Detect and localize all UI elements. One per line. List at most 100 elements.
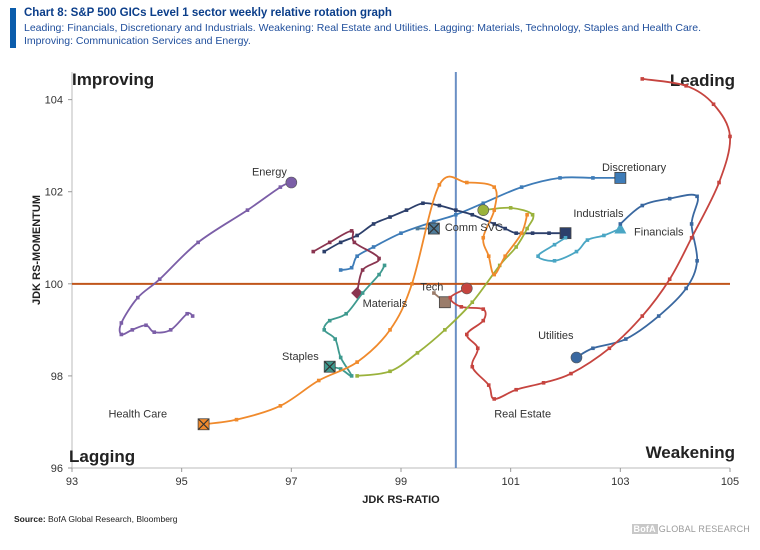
head-marker-energy [285, 176, 298, 189]
trail-point-real-estate [459, 305, 464, 309]
trail-point-health-care [410, 282, 414, 286]
series-label-utilities: Utilities [538, 330, 574, 342]
brand-box: BofA [631, 524, 658, 534]
trail-point-real-estate [492, 397, 497, 401]
brand-logo: BofA GLOBAL RESEARCH [631, 524, 751, 534]
trail-point-real-estate [481, 318, 486, 323]
trail-point-health-care [503, 254, 507, 258]
trail-point-utilities [618, 222, 623, 226]
y-tick-label: 100 [45, 279, 63, 291]
trail-point-energy [119, 332, 124, 337]
trail-point-real-estate [481, 307, 486, 311]
trail-point-energy [190, 314, 195, 318]
trail-point-industrials [322, 249, 327, 254]
trail-point-real-estate [711, 102, 716, 107]
series-label-tech: Tech [420, 282, 443, 294]
trail-point-staples [327, 318, 332, 323]
series-label-industrials: Industrials [573, 208, 624, 220]
trail-point-discretionary [349, 265, 354, 270]
trail-point-discretionary [355, 254, 359, 258]
trail-point-real-estate [717, 180, 721, 185]
trail-point-comm-svc [415, 226, 420, 231]
head-marker-tech [438, 296, 451, 309]
trail-point-real-estate [514, 387, 518, 392]
head-marker-x-comm-svc [428, 223, 440, 234]
trail-point-real-estate [569, 371, 573, 376]
trail-point-real-estate [640, 314, 645, 318]
head-marker-utilities [570, 351, 583, 364]
trail-point-staples-alt-trail- [470, 300, 475, 305]
trail-point-real-estate [667, 277, 672, 282]
trail-point-staples [322, 328, 327, 332]
trail-point-health-care [525, 212, 529, 217]
head-marker-real-estate [460, 282, 473, 295]
trail-point-materials [327, 240, 332, 245]
trail-point-staples [338, 355, 343, 360]
trail-point-materials [349, 229, 354, 233]
head-marker-discretionary [614, 172, 627, 184]
head-marker-financials [614, 222, 627, 234]
series-label-financials: Financials [634, 226, 684, 238]
trail-point-energy [152, 330, 157, 334]
x-tick-label: 105 [721, 476, 739, 488]
trail-point-real-estate [640, 77, 645, 81]
source-note: Source: BofA Global Research, Bloomberg [14, 514, 177, 524]
trail-point-staples [349, 374, 354, 378]
title-accent-bar [10, 8, 16, 48]
trail-point-real-estate [448, 295, 453, 300]
trail-point-health-care [388, 328, 392, 332]
trail-point-health-care [492, 272, 497, 277]
quadrant-label-weakening: Weakening [646, 443, 735, 462]
y-tick-label: 96 [51, 463, 63, 475]
x-tick-label: 95 [176, 476, 188, 488]
series-line-energy [118, 181, 292, 336]
trail-point-utilities [591, 346, 595, 351]
trail-point-real-estate [684, 84, 688, 88]
trail-point-energy [119, 321, 124, 325]
trail-point-staples-alt-trail- [530, 212, 535, 217]
trail-point-utilities [689, 222, 694, 226]
trail-point-real-estate [689, 235, 694, 240]
chart-subtitle: Leading: Financials, Discretionary and I… [24, 22, 702, 47]
trail-point-health-care [234, 417, 239, 422]
quadrant-label-improving: Improving [72, 70, 154, 89]
trail-point-industrials [530, 231, 535, 235]
trail-point-industrials [338, 240, 343, 245]
trail-point-staples-alt-trail- [355, 374, 359, 378]
trail-point-materials [311, 249, 316, 254]
x-tick-label: 99 [395, 476, 407, 488]
trail-point-utilities [695, 258, 699, 263]
trail-point-staples [333, 337, 337, 341]
trail-point-materials [360, 268, 365, 272]
trail-point-utilities [656, 314, 661, 318]
trail-point-real-estate [541, 381, 546, 385]
x-tick-label: 93 [66, 476, 78, 488]
y-tick-label: 102 [45, 187, 63, 199]
trail-point-health-care [278, 404, 283, 408]
trail-point-energy [196, 240, 200, 245]
trail-point-industrials [388, 215, 392, 219]
source-text: BofA Global Research, Bloomberg [45, 514, 178, 524]
series-label-health-care: Health Care [108, 408, 167, 420]
trail-point-utilities [684, 286, 688, 291]
trail-point-industrials [547, 231, 551, 235]
series-line-staples [323, 264, 386, 378]
head-marker-staples-alt-trail- [477, 204, 490, 216]
trail-point-discretionary [558, 176, 562, 180]
trail-point-utilities [640, 203, 645, 208]
trail-point-discretionary [519, 185, 524, 189]
quadrant-label-lagging: Lagging [69, 447, 135, 466]
trail-point-staples [344, 311, 348, 316]
trail-point-utilities [695, 194, 699, 199]
trail-point-health-care [355, 360, 359, 364]
quadrant-label-leading: Leading [670, 71, 735, 90]
series-label-staples: Staples [282, 351, 319, 363]
trail-point-health-care [481, 235, 486, 240]
axes-layer: 93 95 97 99 101 103 105 96 98 100 102 104 JDK RS-RAT… [31, 70, 739, 506]
trail-point-health-care [492, 185, 497, 189]
trail-point-financials [574, 249, 579, 254]
trail-point-energy [130, 328, 135, 332]
series-line-real-estate [449, 78, 731, 400]
x-tick-label: 101 [501, 476, 519, 488]
